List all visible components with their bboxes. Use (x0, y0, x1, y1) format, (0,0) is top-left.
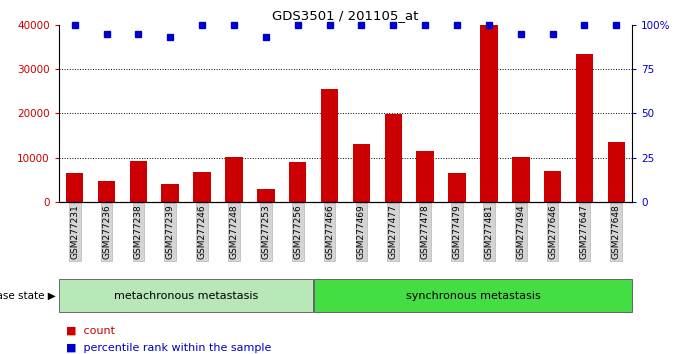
FancyBboxPatch shape (314, 279, 632, 312)
Bar (225, 156, 243, 202)
Bar (97, 181, 115, 202)
Text: synchronous metastasis: synchronous metastasis (406, 291, 540, 301)
Bar (289, 162, 307, 202)
Title: GDS3501 / 201105_at: GDS3501 / 201105_at (272, 9, 419, 22)
Bar (417, 151, 434, 202)
Bar (384, 114, 402, 202)
Bar (544, 171, 561, 202)
Bar (448, 173, 466, 202)
Bar (607, 142, 625, 202)
Bar (66, 173, 84, 202)
Bar (321, 89, 339, 202)
Text: disease state ▶: disease state ▶ (0, 291, 55, 301)
Bar (162, 184, 179, 202)
Bar (257, 189, 274, 202)
Bar (193, 172, 211, 202)
Bar (480, 25, 498, 202)
Bar (130, 161, 147, 202)
Bar (512, 156, 529, 202)
Text: ■  percentile rank within the sample: ■ percentile rank within the sample (66, 343, 271, 353)
Text: ■  count: ■ count (66, 326, 115, 336)
Bar (576, 53, 594, 202)
Text: metachronous metastasis: metachronous metastasis (114, 291, 258, 301)
Bar (352, 144, 370, 202)
FancyBboxPatch shape (59, 279, 313, 312)
